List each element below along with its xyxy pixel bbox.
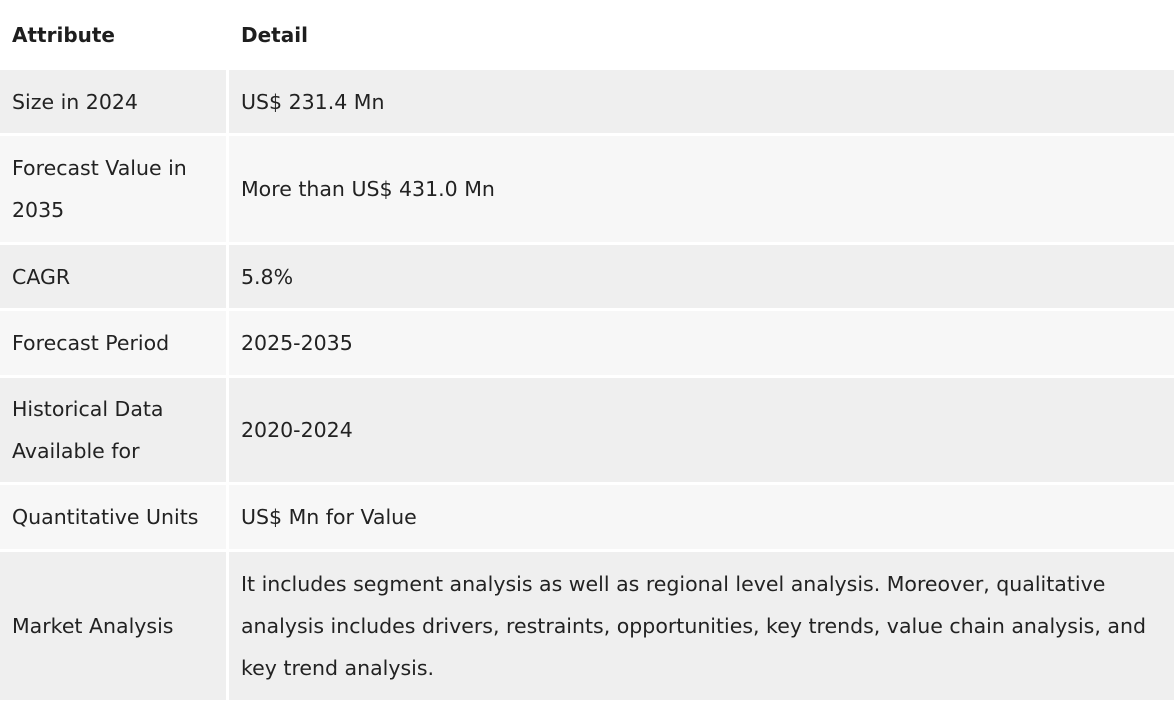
table-row: Forecast Value in 2035 More than US$ 431… (0, 136, 1174, 245)
detail-cell: 2025-2035 (229, 311, 1174, 378)
attribute-cell: Forecast Value in 2035 (0, 136, 229, 245)
table-row: Size in 2024 US$ 231.4 Mn (0, 70, 1174, 136)
attribute-cell: CAGR (0, 245, 229, 311)
detail-cell: US$ 231.4 Mn (229, 70, 1174, 136)
attribute-cell: Size in 2024 (0, 70, 229, 136)
table-row: CAGR 5.8% (0, 245, 1174, 311)
detail-cell: US$ Mn for Value (229, 485, 1174, 552)
table-header: Attribute Detail (0, 0, 1174, 70)
detail-cell: 2020-2024 (229, 378, 1174, 485)
detail-cell: It includes segment analysis as well as … (229, 552, 1174, 700)
header-attribute: Attribute (0, 0, 229, 70)
market-attributes-table: Attribute Detail Size in 2024 US$ 231.4 … (0, 0, 1174, 700)
table-row: Quantitative Units US$ Mn for Value (0, 485, 1174, 552)
attribute-cell: Market Analysis (0, 552, 229, 700)
table-row: Market Analysis It includes segment anal… (0, 552, 1174, 700)
attribute-cell: Forecast Period (0, 311, 229, 378)
header-detail: Detail (229, 0, 1174, 70)
table-row: Historical Data Available for 2020-2024 (0, 378, 1174, 485)
detail-cell: More than US$ 431.0 Mn (229, 136, 1174, 245)
attribute-cell: Quantitative Units (0, 485, 229, 552)
table-row: Forecast Period 2025-2035 (0, 311, 1174, 378)
table-body: Size in 2024 US$ 231.4 Mn Forecast Value… (0, 70, 1174, 700)
attribute-cell: Historical Data Available for (0, 378, 229, 485)
detail-cell: 5.8% (229, 245, 1174, 311)
header-row: Attribute Detail (0, 0, 1174, 70)
